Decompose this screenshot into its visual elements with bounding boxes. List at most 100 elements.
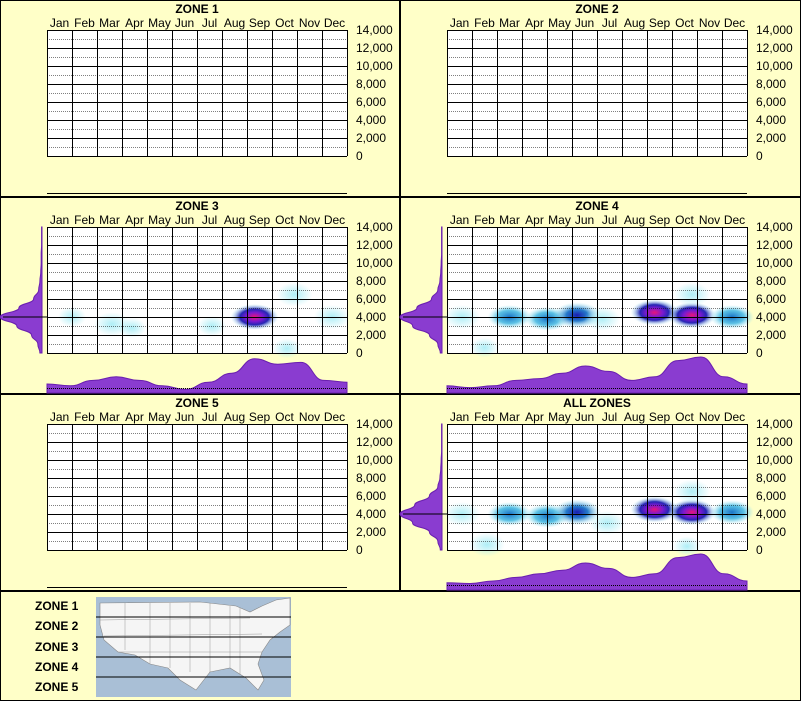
month-label: Feb — [74, 16, 95, 30]
heat-spot — [469, 532, 505, 557]
panel-zone-1: ZONE 1 Jan Feb Mar Apr May Jun Jul Aug Sep Oct Nov D… — [0, 0, 400, 197]
y-tick-label: 8,000 — [756, 471, 786, 485]
month-label: Aug — [224, 213, 245, 227]
map-state-border — [103, 633, 263, 637]
y-tick-label: 14,000 — [756, 23, 793, 37]
y-tick-label: 12,000 — [356, 238, 393, 252]
month-label: May — [548, 410, 571, 424]
heat-spot — [118, 317, 146, 338]
month-label: Apr — [125, 410, 144, 424]
y-tick-label: 14,000 — [756, 220, 793, 234]
monthly-density-curve — [46, 358, 348, 394]
month-label: Feb — [74, 410, 95, 424]
panel-all-zones: ALL ZONES Jan Feb Mar Apr May Jun Jul Aug Sep Oct N… — [399, 394, 801, 591]
panel-border — [0, 394, 400, 591]
month-label: Jan — [50, 410, 69, 424]
monthly-density-curve — [446, 553, 748, 591]
y-tick-label: 8,000 — [756, 77, 786, 91]
month-label: Oct — [675, 410, 694, 424]
month-label: Nov — [699, 213, 720, 227]
y-tick-label: 14,000 — [356, 220, 393, 234]
month-label: Sep — [649, 16, 671, 30]
month-label: Jan — [50, 16, 69, 30]
y-tick-label: 2,000 — [756, 525, 786, 539]
month-label: Jul — [202, 16, 217, 30]
heat-spot — [584, 306, 620, 331]
month-label: Oct — [675, 16, 694, 30]
heat-spot — [198, 316, 226, 336]
month-label: Aug — [624, 16, 645, 30]
month-label: Nov — [699, 410, 720, 424]
month-label: Sep — [249, 410, 271, 424]
month-label: Dec — [724, 16, 745, 30]
month-label: Oct — [275, 16, 294, 30]
y-tick-label: 2,000 — [756, 131, 786, 145]
month-label: Jan — [450, 410, 469, 424]
heat-spot — [273, 338, 301, 359]
heat-spot — [674, 479, 710, 504]
month-label: Jan — [50, 213, 69, 227]
month-label: May — [548, 213, 571, 227]
month-label: Nov — [299, 213, 320, 227]
y-tick-label: 4,000 — [356, 507, 386, 521]
panel-zone-4: ZONE 4 Jan Feb Mar Apr May Jun Jul Aug Sep Oct Nov D… — [399, 197, 801, 394]
y-tick-label: 2,000 — [756, 328, 786, 342]
month-label: Jun — [175, 213, 194, 227]
panel-title: ZONE 2 — [575, 2, 619, 16]
y-tick-label: 6,000 — [756, 292, 786, 306]
heat-spot — [630, 496, 679, 523]
month-label: Aug — [624, 213, 645, 227]
panel-title: ALL ZONES — [563, 396, 631, 410]
month-label: Aug — [224, 410, 245, 424]
month-label: Apr — [125, 213, 144, 227]
y-tick-label: 2,000 — [356, 328, 386, 342]
month-label: Apr — [525, 213, 544, 227]
month-label: Sep — [249, 16, 271, 30]
month-label: Aug — [224, 16, 245, 30]
heat-spot — [630, 299, 679, 326]
y-tick-label: 4,000 — [756, 507, 786, 521]
month-label: Mar — [499, 16, 520, 30]
month-label: Jan — [450, 16, 469, 30]
month-label: Dec — [324, 410, 345, 424]
y-tick-label: 6,000 — [356, 292, 386, 306]
month-label: Sep — [249, 213, 271, 227]
y-tick-label: 8,000 — [356, 274, 386, 288]
panel-title: ZONE 1 — [175, 2, 219, 16]
y-tick-label: 6,000 — [356, 489, 386, 503]
month-label: Feb — [474, 410, 495, 424]
y-tick-label: 14,000 — [756, 417, 793, 431]
month-label: May — [548, 16, 571, 30]
heat-spot — [674, 282, 710, 307]
map-state-border — [99, 617, 251, 621]
y-tick-label: 4,000 — [756, 310, 786, 324]
month-label: Mar — [99, 16, 120, 30]
month-label: Oct — [275, 410, 294, 424]
y-tick-label: 10,000 — [756, 256, 793, 270]
month-label: Jul — [602, 410, 617, 424]
y-tick-label: 0 — [756, 346, 763, 360]
usa-zone-map-icon — [96, 597, 291, 697]
heat-spot — [710, 500, 754, 525]
month-label: May — [148, 410, 171, 424]
panel-title: ZONE 4 — [575, 199, 619, 213]
panel-zone-2: ZONE 2 Jan Feb Mar Apr May Jun Jul Aug Sep Oct Nov D… — [400, 0, 801, 197]
y-tick-label: 4,000 — [356, 310, 386, 324]
y-tick-label: 8,000 — [356, 77, 386, 91]
month-label: Dec — [724, 213, 745, 227]
month-label: Dec — [724, 410, 745, 424]
month-label: Sep — [649, 213, 671, 227]
y-tick-label: 0 — [756, 543, 763, 557]
panel-zone-3: ZONE 3 Jan Feb Mar Apr May Jun Jul Aug Sep Oct Nov D… — [0, 197, 400, 394]
month-label: Mar — [99, 410, 120, 424]
y-tick-label: 4,000 — [756, 113, 786, 127]
y-tick-label: 10,000 — [756, 453, 793, 467]
month-label: Jul — [602, 213, 617, 227]
heat-spot — [673, 536, 701, 557]
y-tick-label: 4,000 — [356, 113, 386, 127]
y-tick-label: 10,000 — [356, 453, 393, 467]
month-label: Aug — [624, 410, 645, 424]
y-tick-label: 2,000 — [356, 131, 386, 145]
elevation-density-curve — [399, 226, 443, 354]
